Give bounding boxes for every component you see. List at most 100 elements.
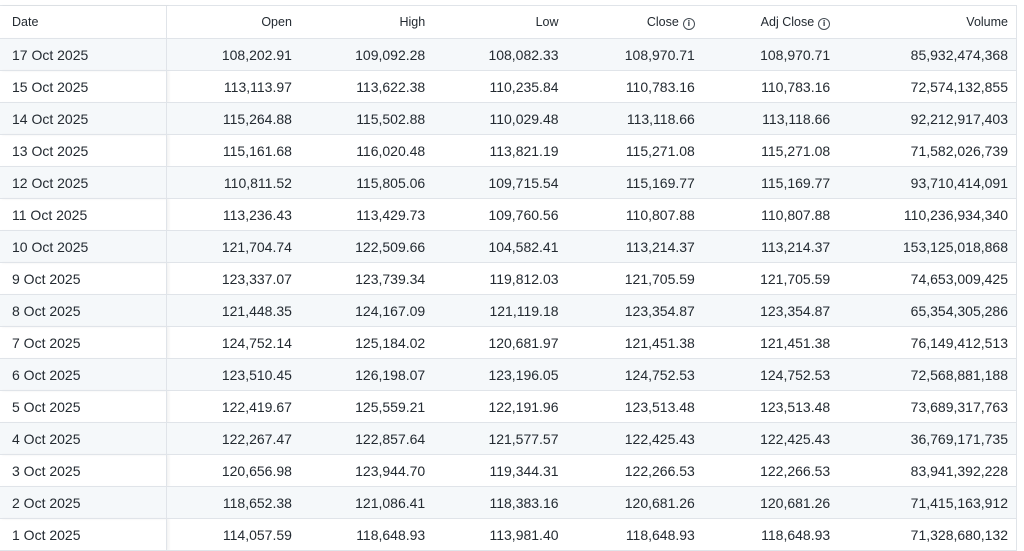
cell-high: 113,622.38 (299, 70, 434, 103)
table-row: 12 Oct 2025 110,811.52 115,805.06 109,715.5… (0, 166, 1016, 199)
cell-close: 120,681.26 (566, 486, 703, 519)
cell-low: 120,681.97 (433, 326, 567, 359)
table-row: 14 Oct 2025 115,264.88 115,502.88 110,029.4… (0, 102, 1016, 135)
cell-open: 121,448.35 (166, 294, 300, 327)
cell-low: 122,191.96 (433, 390, 567, 423)
cell-close: 108,970.71 (566, 38, 703, 71)
cell-volume: 71,582,026,739 (838, 134, 1016, 167)
column-header-low[interactable]: Low (433, 6, 567, 39)
table-row: 9 Oct 2025 123,337.07 123,739.34 119,812.03… (0, 262, 1016, 295)
cell-adj-close: 113,118.66 (702, 102, 839, 135)
table-row: 8 Oct 2025 121,448.35 124,167.09 121,119.18… (0, 294, 1016, 327)
cell-date: 6 Oct 2025 (0, 358, 168, 391)
table-row: 5 Oct 2025 122,419.67 125,559.21 122,191.96… (0, 390, 1016, 423)
cell-adj-close: 118,648.93 (702, 518, 839, 551)
historical-data-table-container: Date Open High Low Close i Adj Close i Vol… (0, 5, 1017, 551)
cell-open: 115,161.68 (166, 134, 300, 167)
cell-high: 123,944.70 (299, 454, 434, 487)
cell-adj-close: 123,354.87 (702, 294, 839, 327)
cell-date: 14 Oct 2025 (0, 102, 168, 135)
close-info-icon[interactable]: i (682, 17, 695, 30)
cell-high: 124,167.09 (299, 294, 434, 327)
cell-volume: 83,941,392,228 (838, 454, 1016, 487)
cell-open: 115,264.88 (166, 102, 300, 135)
cell-close: 110,807.88 (566, 198, 703, 231)
cell-date: 2 Oct 2025 (0, 486, 168, 519)
cell-volume: 72,574,132,855 (838, 70, 1016, 103)
historical-data-table: Date Open High Low Close i Adj Close i Vol… (0, 6, 1016, 551)
column-header-close[interactable]: Close i (566, 6, 703, 39)
column-header-date-label: Date (12, 15, 39, 29)
column-header-low-label: Low (535, 15, 559, 29)
table-row: 2 Oct 2025 118,652.38 121,086.41 118,383.16… (0, 486, 1016, 519)
column-header-volume[interactable]: Volume (838, 6, 1016, 39)
table-row: 15 Oct 2025 113,113.97 113,622.38 110,235.8… (0, 70, 1016, 103)
cell-date: 13 Oct 2025 (0, 134, 168, 167)
column-header-date[interactable]: Date (0, 6, 168, 39)
cell-open: 123,337.07 (166, 262, 300, 295)
cell-adj-close: 115,271.08 (702, 134, 839, 167)
cell-volume: 65,354,305,286 (838, 294, 1016, 327)
column-header-open[interactable]: Open (166, 6, 300, 39)
cell-open: 108,202.91 (166, 38, 300, 71)
cell-open: 120,656.98 (166, 454, 300, 487)
adj-close-info-icon[interactable]: i (818, 17, 831, 30)
cell-close: 123,354.87 (566, 294, 703, 327)
table-row: 11 Oct 2025 113,236.43 113,429.73 109,760.5… (0, 198, 1016, 231)
cell-open: 118,652.38 (166, 486, 300, 519)
cell-adj-close: 108,970.71 (702, 38, 839, 71)
table-row: 10 Oct 2025 121,704.74 122,509.66 104,582.4… (0, 230, 1016, 263)
cell-low: 108,082.33 (433, 38, 567, 71)
cell-date: 12 Oct 2025 (0, 166, 168, 199)
cell-date: 5 Oct 2025 (0, 390, 168, 423)
cell-low: 113,981.40 (433, 518, 567, 551)
cell-high: 125,559.21 (299, 390, 434, 423)
table-row: 3 Oct 2025 120,656.98 123,944.70 119,344.31… (0, 454, 1016, 487)
cell-volume: 92,212,917,403 (838, 102, 1016, 135)
cell-low: 113,821.19 (433, 134, 567, 167)
cell-open: 114,057.59 (166, 518, 300, 551)
cell-low: 119,344.31 (433, 454, 567, 487)
cell-date: 17 Oct 2025 (0, 38, 168, 71)
cell-adj-close: 122,266.53 (702, 454, 839, 487)
table-row: 13 Oct 2025 115,161.68 116,020.48 113,821.1… (0, 134, 1016, 167)
cell-adj-close: 113,214.37 (702, 230, 839, 263)
cell-high: 125,184.02 (299, 326, 434, 359)
cell-close: 124,752.53 (566, 358, 703, 391)
cell-open: 113,236.43 (166, 198, 300, 231)
table-row: 4 Oct 2025 122,267.47 122,857.64 121,577.57… (0, 422, 1016, 455)
cell-date: 8 Oct 2025 (0, 294, 168, 327)
cell-adj-close: 123,513.48 (702, 390, 839, 423)
column-header-adj-close-label: Adj Close (760, 14, 815, 29)
cell-low: 109,760.56 (433, 198, 567, 231)
cell-volume: 93,710,414,091 (838, 166, 1016, 199)
cell-low: 109,715.54 (433, 166, 567, 199)
cell-adj-close: 124,752.53 (702, 358, 839, 391)
cell-volume: 71,415,163,912 (838, 486, 1016, 519)
cell-volume: 110,236,934,340 (838, 198, 1016, 231)
cell-open: 122,419.67 (166, 390, 300, 423)
cell-volume: 76,149,412,513 (838, 326, 1016, 359)
cell-low: 123,196.05 (433, 358, 567, 391)
cell-adj-close: 120,681.26 (702, 486, 839, 519)
cell-open: 110,811.52 (166, 166, 300, 199)
cell-open: 113,113.97 (166, 70, 300, 103)
cell-adj-close: 121,451.38 (702, 326, 839, 359)
column-header-high[interactable]: High (299, 6, 434, 39)
cell-volume: 36,769,171,735 (838, 422, 1016, 455)
cell-low: 119,812.03 (433, 262, 567, 295)
cell-high: 122,857.64 (299, 422, 434, 455)
cell-volume: 73,689,317,763 (838, 390, 1016, 423)
cell-close: 122,425.43 (566, 422, 703, 455)
cell-adj-close: 122,425.43 (702, 422, 839, 455)
table-header: Date Open High Low Close i Adj Close i Vol… (0, 6, 1016, 39)
cell-high: 118,648.93 (299, 518, 434, 551)
cell-open: 123,510.45 (166, 358, 300, 391)
table-row: 1 Oct 2025 114,057.59 118,648.93 113,981.40… (0, 518, 1016, 551)
column-header-adj-close[interactable]: Adj Close i (702, 6, 839, 39)
cell-low: 110,029.48 (433, 102, 567, 135)
cell-date: 10 Oct 2025 (0, 230, 168, 263)
table-row: 6 Oct 2025 123,510.45 126,198.07 123,196.05… (0, 358, 1016, 391)
cell-volume: 74,653,009,425 (838, 262, 1016, 295)
cell-adj-close: 110,783.16 (702, 70, 839, 103)
